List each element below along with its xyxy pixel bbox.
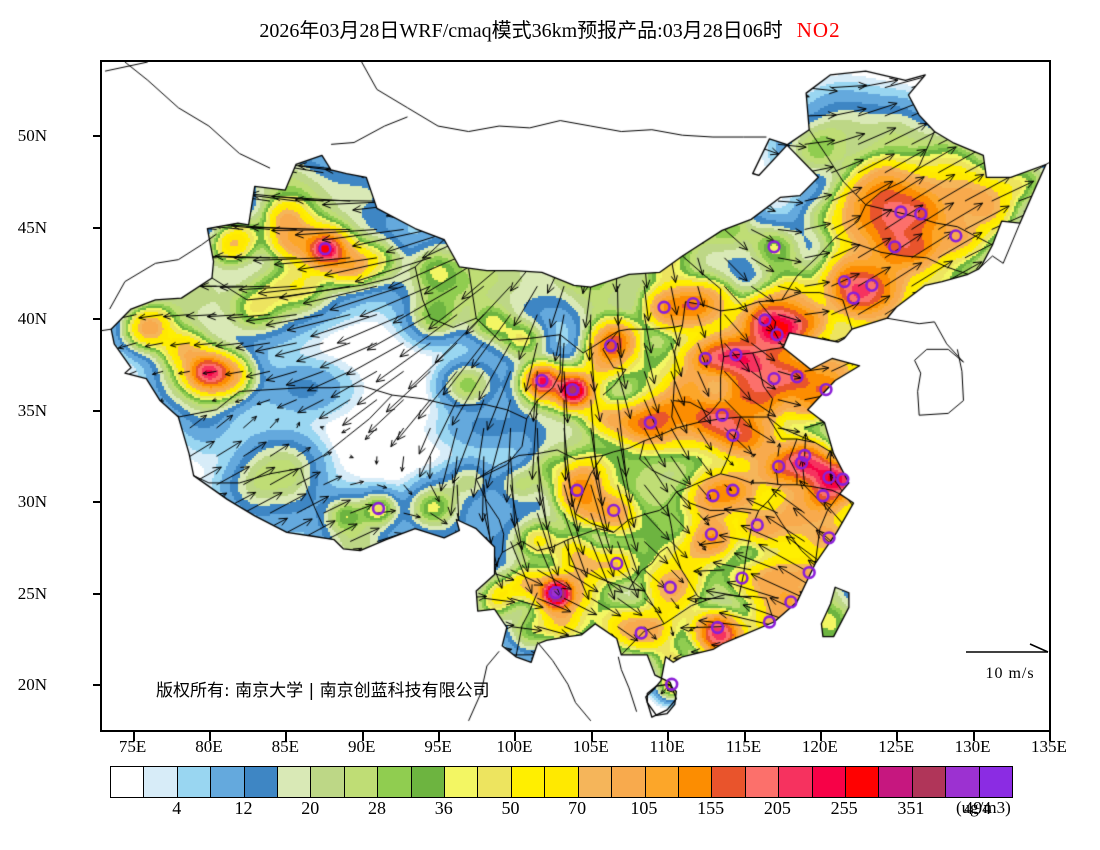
colorbar-cell-22 [845, 767, 880, 797]
no2-concentration-map [102, 62, 1049, 730]
wind-scale-legend: 10 m/s [955, 640, 1065, 683]
colorbar-cell-21 [812, 767, 846, 797]
y-tick-mark [93, 318, 101, 321]
colorbar-tick-20: 20 [301, 798, 320, 818]
colorbar-tick-351: 351 [897, 798, 925, 818]
y-tick-label-35N: 35N [17, 400, 47, 420]
colorbar-cell-4 [244, 767, 279, 797]
colorbar-cell-3 [211, 767, 245, 797]
colorbar-cell-2 [177, 767, 212, 797]
y-tick-mark [93, 135, 101, 138]
colorbar-cell-6 [311, 767, 345, 797]
x-tick-mark [361, 732, 364, 741]
x-tick-mark [132, 732, 135, 741]
x-tick-mark [208, 732, 211, 741]
x-tick-mark [667, 732, 670, 741]
colorbar-legend: 4 12 20 28 36 50 70 105 155 205 255 351 494 [110, 766, 1013, 818]
colorbar-tick-255: 255 [830, 798, 858, 818]
y-tick-mark [93, 409, 101, 412]
colorbar-cell-7 [344, 767, 379, 797]
y-tick-mark [93, 592, 101, 595]
y-tick-mark [93, 684, 101, 687]
x-tick-label-120E: 120E [801, 737, 838, 756]
colorbar-cell-25 [946, 767, 980, 797]
y-tick-label-30N: 30N [17, 492, 47, 512]
colorbar-unit-label: (ug/m3) [956, 798, 1011, 817]
colorbar-tick-50: 50 [501, 798, 520, 818]
copyright-notice: 版权所有: 南京大学 | 南京创蓝科技有限公司 [156, 681, 490, 701]
colorbar-tick-4: 4 [172, 798, 182, 818]
colorbar-cell-20 [779, 767, 813, 797]
colorbar-cell-12 [511, 767, 546, 797]
colorbar-tick-labels: 4 12 20 28 36 50 70 105 155 205 255 351 494 [110, 798, 1013, 822]
x-tick-mark [1049, 732, 1051, 741]
x-tick-label-115E: 115E [725, 737, 762, 756]
colorbar-cell-17 [678, 767, 713, 797]
colorbar-tick-70: 70 [568, 798, 587, 818]
x-tick-label-125E: 125E [878, 737, 915, 756]
colorbar-tick-12: 12 [234, 798, 253, 818]
x-tick-label-85E: 85E [271, 737, 299, 756]
x-tick-mark [743, 732, 746, 741]
x-tick-mark [819, 732, 822, 741]
colorbar-cell-23 [879, 767, 913, 797]
colorbar-cell-0 [111, 767, 145, 797]
colorbar-cell-26 [979, 767, 1012, 797]
x-tick-label-130E: 130E [954, 737, 991, 756]
colorbar-cell-24 [912, 767, 947, 797]
x-tick-label-80E: 80E [195, 737, 223, 756]
colorbar-cell-16 [645, 767, 679, 797]
x-tick-mark [896, 732, 899, 741]
x-tick-label-95E: 95E [424, 737, 452, 756]
x-tick-label-100E: 100E [496, 737, 533, 756]
colorbar-cell-18 [712, 767, 746, 797]
x-tick-mark [438, 732, 441, 741]
colorbar-cell-19 [745, 767, 780, 797]
wind-scale-label: 10 m/s [985, 665, 1035, 682]
colorbar-swatches [110, 766, 1013, 798]
map-plot-frame [100, 60, 1051, 732]
x-tick-mark [972, 732, 975, 741]
colorbar-cell-8 [378, 767, 412, 797]
colorbar-tick-205: 205 [763, 798, 791, 818]
arrow-right-icon [966, 643, 1049, 653]
x-tick-label-105E: 105E [572, 737, 609, 756]
x-tick-label-110E: 110E [649, 737, 685, 756]
colorbar-cell-10 [445, 767, 479, 797]
y-tick-label-25N: 25N [17, 583, 47, 603]
colorbar-tick-28: 28 [367, 798, 386, 818]
colorbar-cell-15 [612, 767, 646, 797]
page-title: 2026年03月28日WRF/cmaq模式36km预报产品:03月28日06时 N… [0, 14, 1100, 43]
colorbar-cell-11 [478, 767, 512, 797]
colorbar-tick-36: 36 [434, 798, 453, 818]
colorbar-cell-13 [545, 767, 579, 797]
x-tick-label-135E: 135E [1031, 737, 1067, 756]
colorbar-tick-105: 105 [630, 798, 658, 818]
x-tick-label-90E: 90E [347, 737, 376, 756]
title-species-text: NO2 [796, 18, 841, 42]
title-main-text: 2026年03月28日WRF/cmaq模式36km预报产品:03月28日06时 [259, 20, 783, 42]
y-tick-label-20N: 20N [17, 675, 47, 695]
colorbar-tick-155: 155 [697, 798, 725, 818]
colorbar-tick-494: 494 [964, 798, 992, 818]
colorbar-cell-1 [144, 767, 178, 797]
x-tick-mark [514, 732, 517, 741]
x-tick-label-75E: 75E [118, 737, 147, 756]
colorbar-cell-14 [578, 767, 613, 797]
y-tick-mark [93, 226, 101, 229]
x-tick-mark [590, 732, 593, 741]
y-tick-mark [93, 501, 101, 504]
y-tick-label-40N: 40N [17, 309, 47, 329]
x-tick-mark [285, 732, 288, 741]
colorbar-cell-5 [278, 767, 312, 797]
colorbar-cell-9 [411, 767, 446, 797]
y-tick-label-50N: 50N [17, 126, 47, 146]
y-tick-label-45N: 45N [17, 217, 47, 237]
